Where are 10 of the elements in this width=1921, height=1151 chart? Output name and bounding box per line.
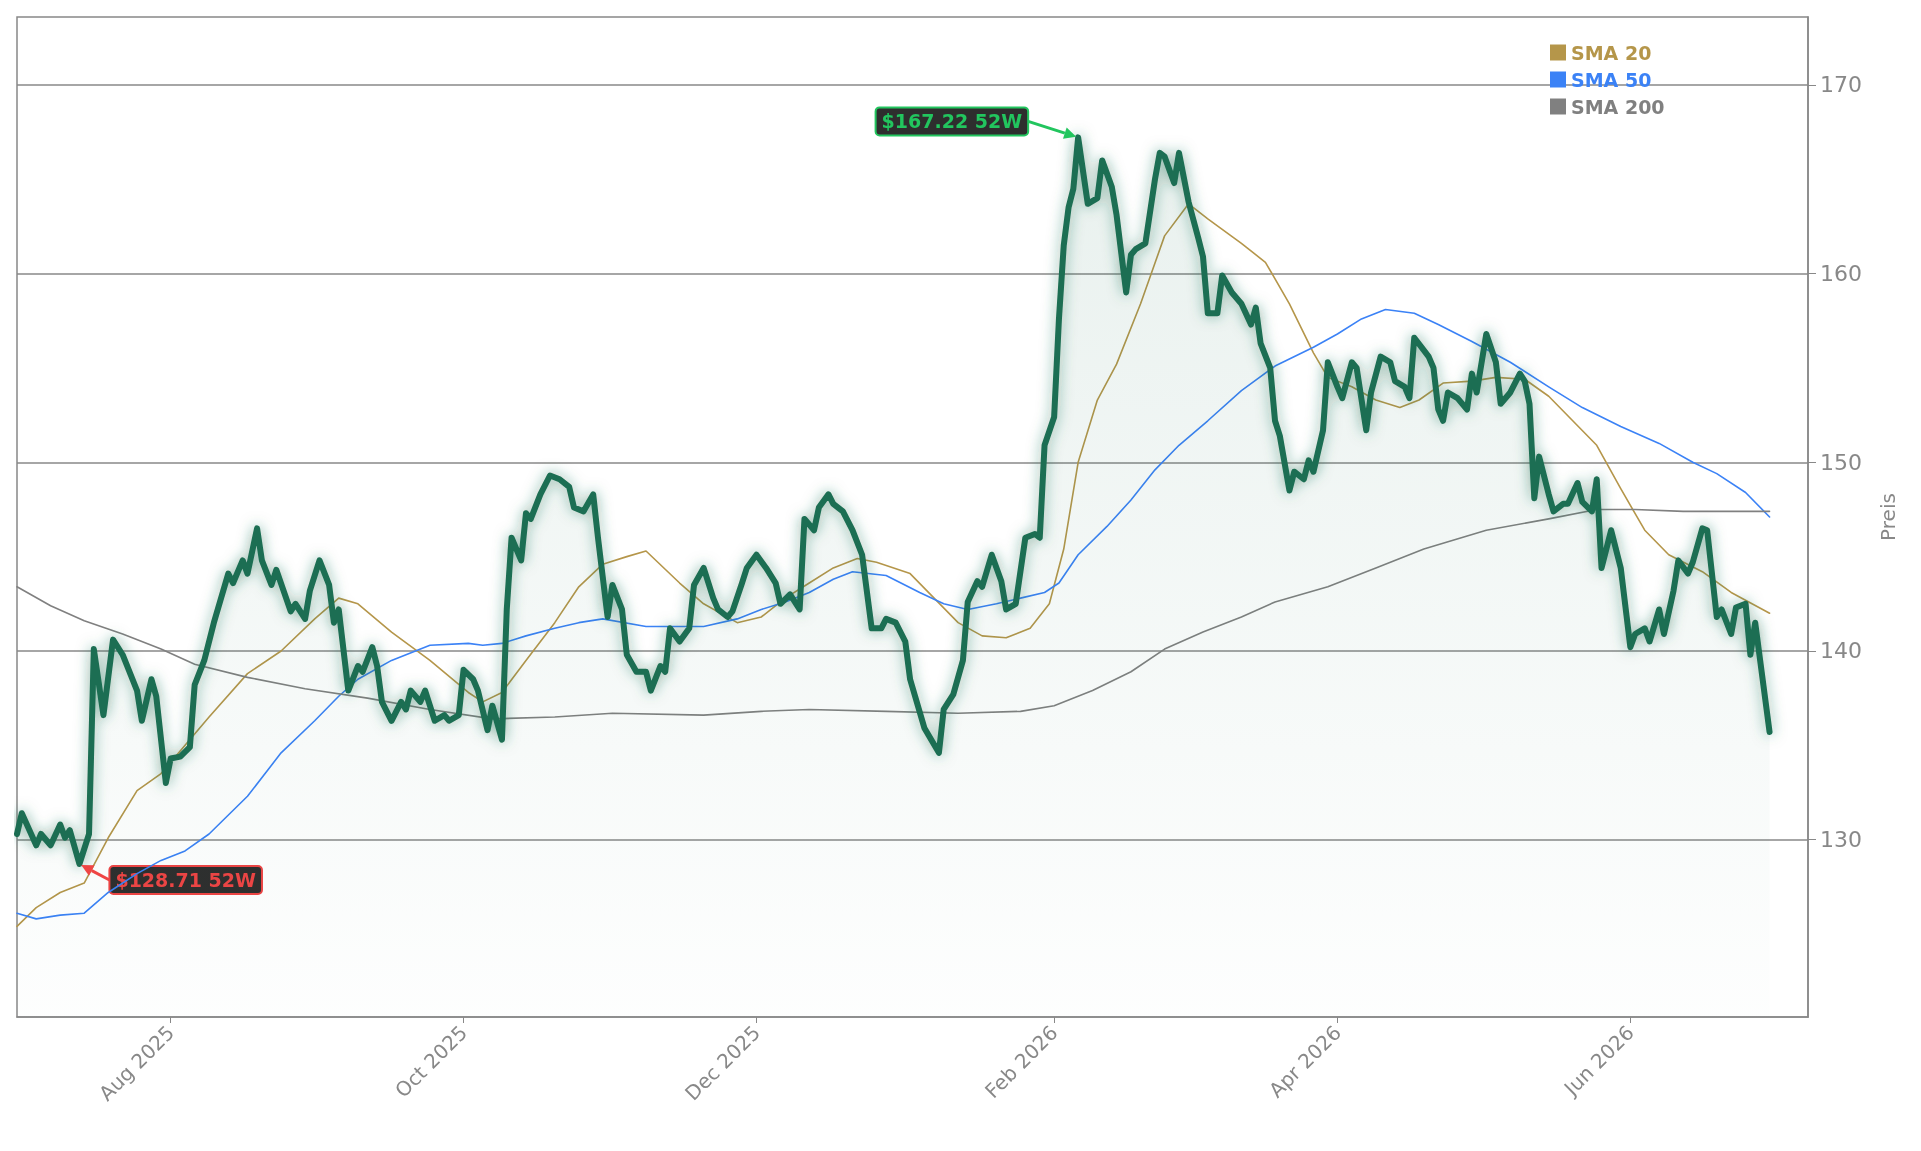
legend-label: SMA 200 [1571,95,1665,118]
y-axis-title: Preis [1876,493,1900,541]
y-tick-label: 140 [1820,638,1862,664]
y-tick-label: 170 [1820,72,1862,98]
y-tick-label: 160 [1820,261,1862,287]
y-tick-label: 150 [1820,449,1862,475]
annotation: $167.22 52W [881,110,1023,133]
legend-label: SMA 20 [1571,41,1652,64]
legend-label: SMA 50 [1571,68,1652,91]
y-tick-label: 130 [1820,827,1862,853]
